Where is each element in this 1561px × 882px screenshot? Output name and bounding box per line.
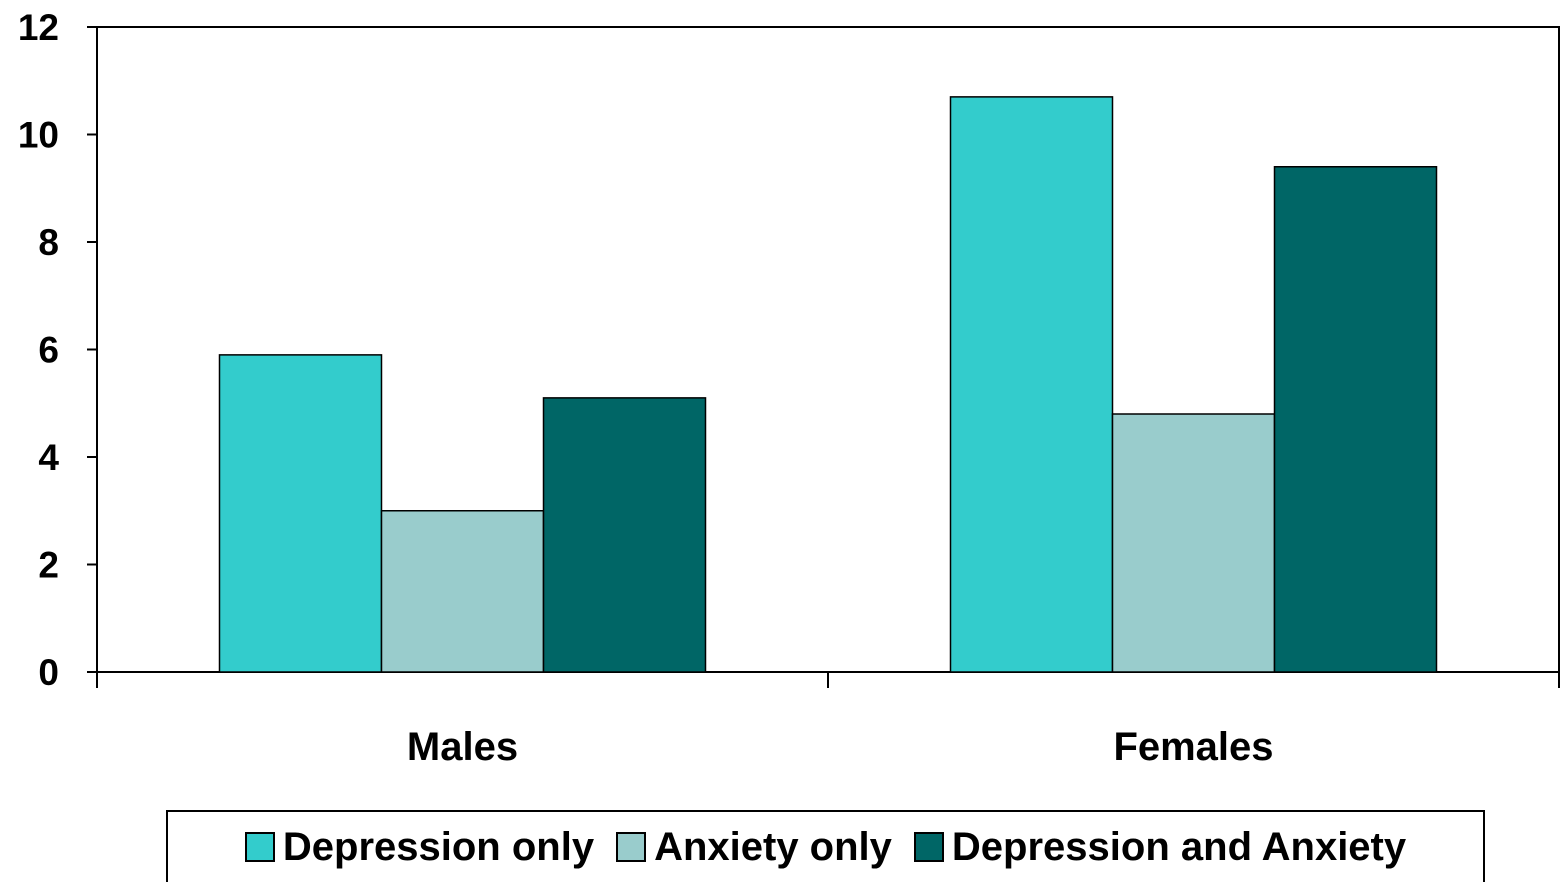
y-tick-label: 6	[38, 330, 59, 371]
legend-swatch-anxiety-only	[616, 832, 647, 862]
y-tick-label: 10	[18, 115, 59, 156]
legend: Depression only Anxiety only Depression …	[166, 810, 1485, 882]
bar-chart: 0 2 4 6 8 10 12 Males Females	[18, 7, 1560, 769]
bar-females-anxiety-only	[1111, 413, 1276, 673]
legend-label-depression-only: Depression only	[282, 824, 595, 869]
x-category-label: Males	[407, 725, 518, 769]
legend-swatch-depression-only	[244, 832, 275, 862]
y-tick-label: 4	[38, 437, 59, 478]
legend-item-depression-and-anxiety: Depression and Anxiety	[913, 824, 1407, 870]
bar-females-depression-and-anxiety	[1273, 166, 1438, 673]
legend-label-depression-and-anxiety: Depression and Anxiety	[951, 824, 1407, 869]
x-category-label: Females	[1113, 725, 1273, 769]
bar-females-depression-only	[949, 96, 1114, 673]
y-tick-label: 12	[18, 7, 59, 48]
legend-item-depression-only: Depression only	[244, 824, 595, 870]
plot-area: 0 2 4 6 8 10 12 Males Females	[18, 7, 1560, 769]
bar-males-depression-and-anxiety	[542, 397, 707, 673]
legend-label-anxiety-only: Anxiety only	[654, 824, 892, 869]
legend-swatch-depression-and-anxiety	[913, 832, 944, 862]
bar-males-anxiety-only	[380, 510, 545, 673]
y-tick-label: 0	[38, 652, 59, 693]
legend-item-anxiety-only: Anxiety only	[616, 825, 892, 870]
y-tick-label: 8	[38, 222, 59, 263]
y-tick-label: 2	[38, 545, 59, 586]
bar-males-depression-only	[218, 354, 383, 673]
